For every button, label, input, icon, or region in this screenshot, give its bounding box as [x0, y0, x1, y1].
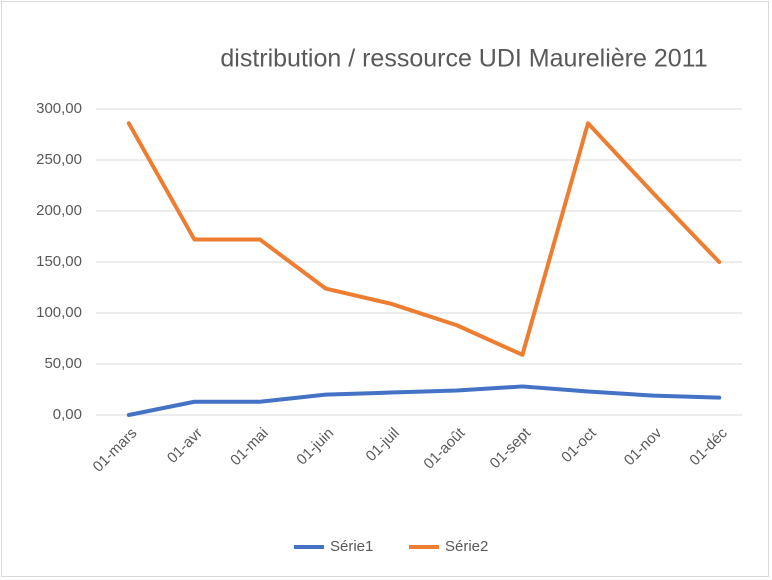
y-tick-label: 50,00 [44, 355, 82, 372]
chart-title: distribution / ressource UDI Maurelière … [220, 45, 707, 73]
series-line [126, 384, 722, 417]
y-tick-label: 250,00 [36, 151, 82, 168]
y-tick-label: 100,00 [36, 304, 82, 321]
legend-label: Série2 [445, 538, 488, 555]
y-tick-label: 300,00 [36, 100, 82, 117]
y-tick-label: 150,00 [36, 253, 82, 270]
y-tick-label: 200,00 [36, 202, 82, 219]
series-line [126, 121, 722, 357]
y-tick-label: 0,00 [53, 406, 82, 423]
legend-label: Série1 [330, 538, 373, 555]
